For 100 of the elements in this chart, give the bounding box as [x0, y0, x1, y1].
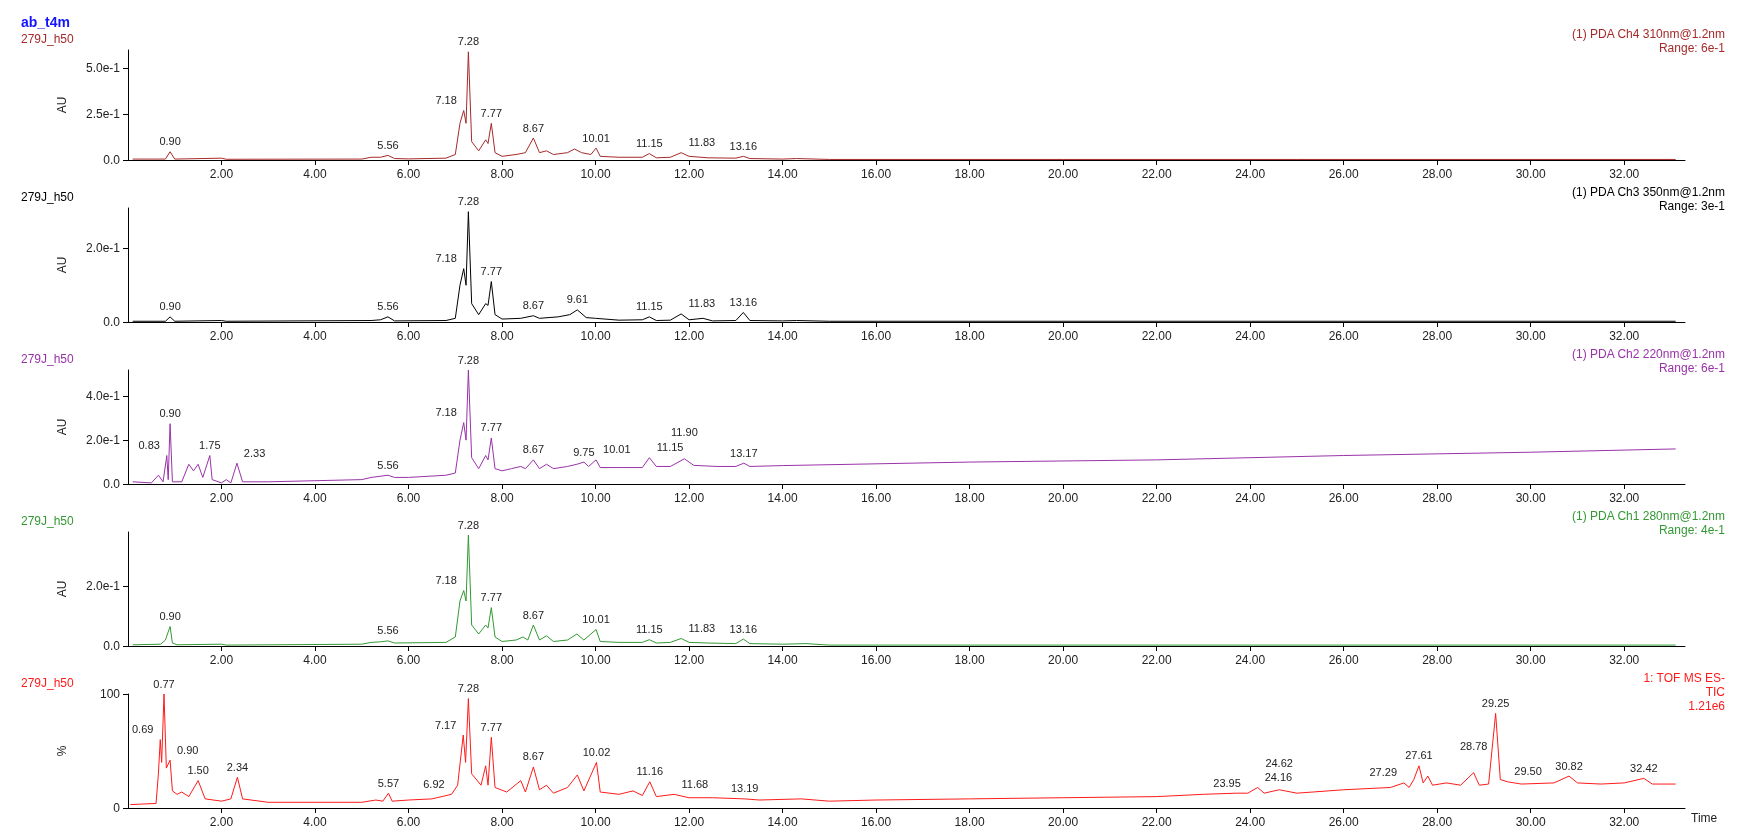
x-tick-label: 4.00 [303, 329, 328, 343]
chart-subtitle: 279J_h50 [21, 190, 75, 204]
annotation: 27.61 [1405, 749, 1433, 762]
annotation: 7.77 [480, 720, 503, 733]
annotation: 11.83 [688, 136, 716, 149]
y-tick-label: 4.0e-1 [85, 389, 121, 404]
x-tick-label: 2.00 [209, 815, 234, 829]
annotation: 2.34 [226, 760, 249, 773]
annotation: 11.15 [635, 137, 663, 150]
annotation: 0.90 [159, 135, 181, 148]
annotation: 7.28 [457, 518, 480, 531]
annotation: Range: 3e-1 [1658, 199, 1726, 213]
annotation: 23.95 [1213, 776, 1241, 789]
x-tick-label: 24.00 [1235, 167, 1266, 181]
annotation: 24.62 [1265, 757, 1293, 770]
x-tick-label: 26.00 [1328, 815, 1360, 829]
x-tick-label: 16.00 [861, 491, 892, 505]
annotation: 0.69 [131, 723, 154, 736]
y-tick-label: 0.0 [103, 477, 121, 491]
x-tick-label: 24.00 [1235, 815, 1266, 829]
x-tick-label: 22.00 [1141, 329, 1172, 343]
annotation: 11.83 [688, 622, 716, 634]
x-tick-label: 14.00 [767, 815, 798, 829]
annotation: 7.18 [435, 252, 457, 265]
annotation: 7.28 [457, 353, 480, 366]
annotation: 11.15 [635, 623, 663, 636]
x-axis-title: Time [1691, 811, 1718, 825]
x-tick-label: 14.00 [767, 653, 798, 667]
annotation: 9.61 [566, 293, 589, 306]
x-tick-label: 12.00 [674, 653, 705, 667]
x-tick-label: 8.00 [490, 491, 515, 505]
x-tick-label: 12.00 [674, 329, 705, 343]
text: 1: TOF MS ES- [1643, 671, 1725, 685]
y-axis-title: AU [55, 580, 69, 598]
y-axis-title: % [55, 745, 69, 757]
x-tick-label: 6.00 [396, 653, 421, 667]
x-tick-label: 26.00 [1328, 491, 1360, 505]
chart-title: ab_t4m [21, 14, 71, 30]
x-tick-label: 24.00 [1235, 653, 1266, 667]
x-tick-label: 8.00 [490, 653, 515, 667]
x-tick-label: 6.00 [396, 329, 421, 343]
annotation: 5.57 [377, 776, 400, 789]
line-series [129, 693, 1677, 806]
annotation: 27.29 [1369, 766, 1398, 779]
annotation: 1.50 [187, 764, 209, 777]
x-tick-label: 10.00 [580, 329, 611, 343]
x-tick-label: 16.00 [861, 329, 892, 343]
x-tick-label: 20.00 [1048, 167, 1079, 181]
x-tick-label: 32.00 [1609, 653, 1640, 667]
x-tick-label: 10.00 [580, 491, 611, 505]
x-tick-label: 28.00 [1422, 167, 1453, 181]
annotation: 7.28 [457, 35, 480, 48]
x-tick-label: 16.00 [861, 167, 892, 181]
x-tick-label: 12.00 [674, 815, 705, 829]
annotation: 11.16 [636, 765, 664, 778]
x-tick-label: 24.00 [1235, 491, 1266, 505]
annotation: 13.19 [730, 782, 759, 795]
x-tick-label: 30.00 [1515, 491, 1547, 505]
y-tick-label: 2.0e-1 [85, 433, 121, 448]
annotation: 11.90 [671, 426, 698, 439]
y-tick-label: 0 [113, 801, 121, 815]
annotation: 32.42 [1630, 761, 1658, 774]
x-tick-label: 24.00 [1235, 329, 1266, 343]
y-tick-label: 0.0 [103, 315, 121, 329]
text: (1) PDA Ch3 350nm@1.2nm [1572, 185, 1725, 199]
annotation: 7.18 [435, 574, 457, 586]
x-tick-label: 30.00 [1515, 653, 1547, 667]
x-tick-label: 8.00 [490, 167, 515, 181]
x-tick-label: 22.00 [1141, 815, 1172, 829]
annotation: 7.28 [457, 682, 480, 695]
annotation: 2.33 [243, 446, 266, 459]
y-tick-label: 2.5e-1 [85, 107, 121, 122]
annotation: 0.90 [159, 610, 181, 622]
x-tick-label: 26.00 [1328, 329, 1360, 343]
x-tick-label: 6.00 [396, 815, 421, 829]
x-tick-label: 4.00 [303, 653, 328, 667]
x-tick-label: 2.00 [209, 329, 234, 343]
annotation: 8.67 [522, 299, 545, 312]
x-tick-label: 28.00 [1422, 815, 1453, 829]
annotation: 13.16 [729, 622, 758, 635]
annotation: 7.18 [435, 406, 457, 419]
annotation: 11.15 [635, 300, 663, 313]
y-tick-label: 2.0e-1 [85, 241, 121, 256]
annotation: 8.67 [522, 608, 545, 621]
x-tick-label: 20.00 [1048, 491, 1079, 505]
annotation: 0.90 [176, 743, 199, 756]
x-tick-label: 20.00 [1048, 653, 1079, 667]
annotation: 8.67 [522, 121, 545, 134]
x-tick-label: 26.00 [1328, 653, 1360, 667]
x-tick-label: 14.00 [767, 491, 798, 505]
annotation: 7.77 [480, 421, 503, 434]
x-tick-label: 32.00 [1609, 491, 1640, 505]
y-tick-label: 2.0e-1 [85, 579, 121, 593]
annotation: 10.01 [603, 443, 631, 456]
y-tick-label: 100 [99, 687, 121, 701]
x-tick-label: 14.00 [767, 329, 798, 343]
annotation: 0.90 [159, 407, 181, 420]
x-tick-label: 16.00 [861, 815, 892, 829]
annotation: 8.67 [522, 443, 545, 456]
annotation: Range: 4e-1 [1658, 523, 1726, 537]
